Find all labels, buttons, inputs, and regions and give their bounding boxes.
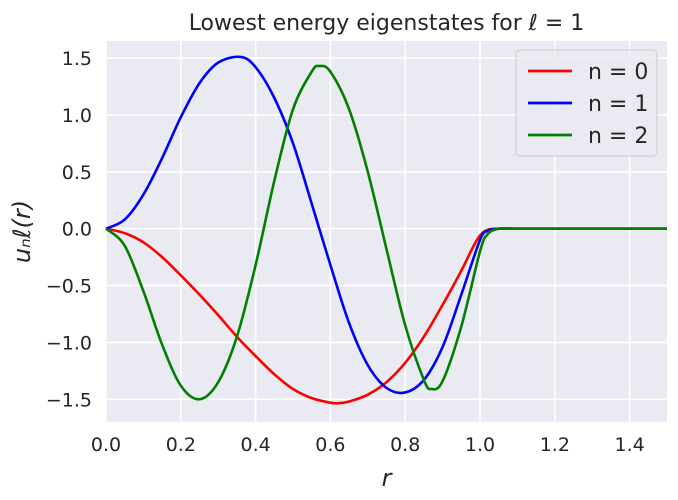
x-tick-label: 0.4 (240, 434, 270, 456)
x-tick-label: 0.8 (390, 434, 420, 456)
y-tick-label: −1.5 (46, 389, 92, 411)
legend-entry: n = 1 (588, 92, 648, 117)
series-line-n2 (105, 64, 667, 401)
y-tick-labels: −1.5 −1.0 −0.5 0.0 0.5 1.0 1.5 (46, 48, 92, 411)
y-tick-label: 0.0 (62, 219, 92, 241)
x-tick-label: 1.2 (540, 434, 570, 456)
y-tick-label: 0.5 (62, 162, 92, 184)
chart-title: Lowest energy eigenstates for ℓ = 1 (189, 11, 585, 36)
x-tick-labels: 0.0 0.2 0.4 0.6 0.8 1.0 1.2 1.4 (91, 434, 645, 456)
x-tick-label: 0.2 (166, 434, 196, 456)
y-tick-label: 1.0 (62, 105, 92, 127)
y-tick-label: −0.5 (46, 276, 92, 298)
x-tick-label: 1.0 (465, 434, 495, 456)
x-tick-label: 0.0 (91, 434, 121, 456)
series-lines (105, 55, 667, 405)
grid (105, 41, 667, 422)
y-axis-label: uₙℓ(r) (8, 200, 36, 263)
legend-box (515, 49, 658, 157)
legend: n = 0 n = 1 n = 2 (515, 49, 658, 157)
y-tick-label: −1.0 (46, 332, 92, 354)
legend-entry: n = 2 (588, 124, 648, 149)
legend-entry: n = 0 (588, 60, 648, 85)
x-axis-label: r (382, 464, 394, 492)
x-tick-label: 0.6 (315, 434, 345, 456)
x-tick-label: 1.4 (614, 434, 644, 456)
y-tick-label: 1.5 (62, 48, 92, 70)
